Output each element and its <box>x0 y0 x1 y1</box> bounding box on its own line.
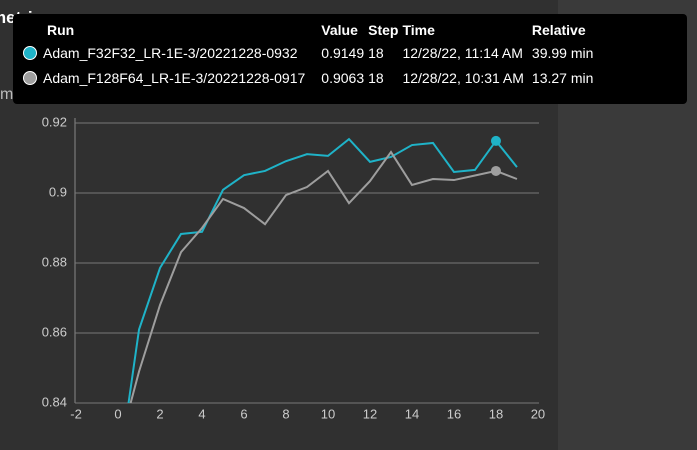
y-tick-label: 0.86 <box>42 324 67 339</box>
y-tick-label: 0.84 <box>42 394 67 409</box>
column-header: Run <box>47 22 75 38</box>
cell-text: 18 <box>368 44 384 61</box>
column-header: Step <box>368 22 399 38</box>
y-tick-label: 0.88 <box>42 254 67 269</box>
tooltip-cell: Adam_F32F32_LR-1E-3/20221228-0932 <box>23 40 309 65</box>
tooltip-cell: Adam_F128F64_LR-1E-3/20221228-0917 <box>23 65 309 90</box>
x-tick-label: 20 <box>531 406 545 421</box>
x-tick-label: 14 <box>405 406 419 421</box>
series-line <box>127 137 518 403</box>
hover-marker <box>490 135 501 146</box>
y-tick-label: 0.9 <box>49 184 67 199</box>
tooltip-cell: 39.99 min <box>532 40 597 65</box>
cell-text: 18 <box>368 69 384 86</box>
tooltip-cell: 0.9063 <box>309 65 368 90</box>
x-tick-label: 18 <box>489 406 503 421</box>
y-tick-label: 0.92 <box>42 114 67 129</box>
column-header: Value <box>321 22 358 38</box>
hover-marker <box>490 165 501 176</box>
tooltip-cell: 18 <box>368 40 402 65</box>
cell-text: 12/28/22, 11:14 AM <box>402 44 523 61</box>
tooltip-cell: 13.27 min <box>532 65 597 90</box>
legend-dot <box>23 70 37 85</box>
cell-text: 13.27 min <box>531 69 594 86</box>
tooltip: Run Value Step Time Relative Adam_F32F32_LR-… <box>13 14 687 104</box>
chart: 0.84 0.86 0.88 0.9 0.92 -2 0 2 4 6 8 10 12 14 16 18 20 <box>42 114 545 421</box>
tooltip-table: Run Value Step Time Relative Adam_F32F32_LR-… <box>23 20 597 90</box>
x-tick-label: 6 <box>240 406 247 421</box>
tooltip-row: Adam_F128F64_LR-1E-3/20221228-0917 0.9063… <box>23 65 597 90</box>
x-tick-label: 2 <box>156 406 163 421</box>
legend-dot <box>23 45 37 60</box>
x-tick-label: 0 <box>114 406 121 421</box>
x-tick-label: 12 <box>363 406 377 421</box>
tooltip-cell: 12/28/22, 10:31 AM <box>402 65 531 90</box>
x-tick-label: 16 <box>447 406 461 421</box>
x-tick-label: 10 <box>321 406 335 421</box>
cell-text: 0.9063 <box>321 69 365 86</box>
plot <box>127 135 518 403</box>
column-header: Time <box>402 22 435 38</box>
tooltip-cell: 18 <box>368 65 402 90</box>
tooltip-row: Adam_F32F32_LR-1E-3/20221228-0932 0.9149 1… <box>23 40 597 65</box>
cell-text: Adam_F32F32_LR-1E-3/20221228-0932 <box>43 44 298 61</box>
tooltip-cell: 0.9149 <box>309 40 368 65</box>
tooltip-header: Run Value Step Time Relative <box>23 20 597 40</box>
cell-text: 39.99 min <box>531 44 594 61</box>
tooltip-cell: 12/28/22, 11:14 AM <box>402 40 531 65</box>
cell-text: 12/28/22, 10:31 AM <box>402 69 524 86</box>
cell-text: Adam_F128F64_LR-1E-3/20221228-0917 <box>43 69 306 86</box>
x-tick-label: 8 <box>282 406 289 421</box>
cell-text: 0.9149 <box>321 44 365 61</box>
column-header: Relative <box>531 22 586 38</box>
x-tick-label: -2 <box>70 406 82 421</box>
x-tick-label: 4 <box>198 406 205 421</box>
series-line <box>129 150 518 403</box>
